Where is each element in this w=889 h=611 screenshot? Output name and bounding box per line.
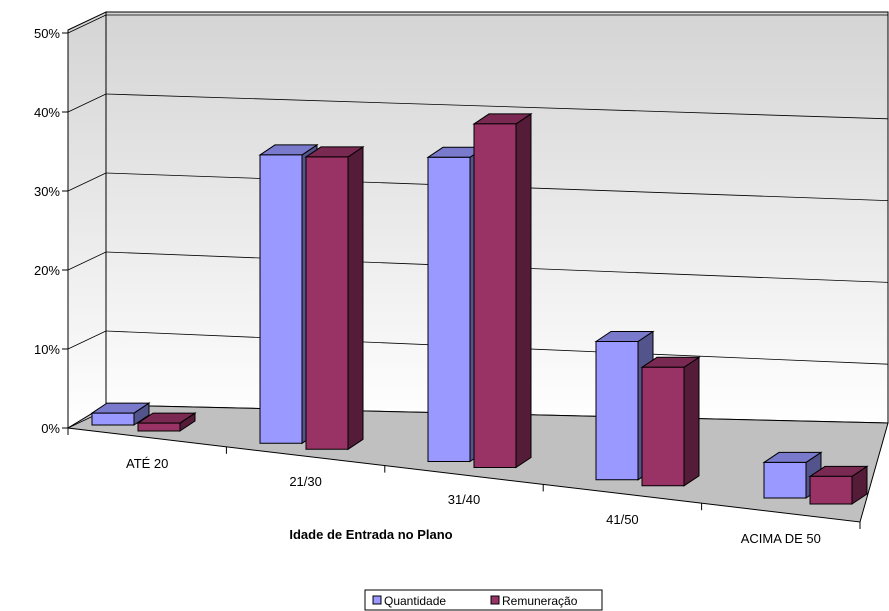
y-tick-label: 30% [34, 184, 60, 199]
bar-side [347, 145, 364, 451]
bar-remuneração-1 [136, 412, 197, 432]
bar-front [427, 156, 471, 462]
legend-swatch-2 [490, 595, 500, 605]
y-tick-label: 50% [34, 26, 60, 41]
bar-front [641, 366, 685, 487]
legend-swatch-1 [372, 595, 382, 605]
y-tick-label: 0% [41, 421, 60, 436]
gridline-back [105, 93, 889, 120]
bar-side [683, 356, 700, 487]
x-tick-label: ACIMA DE 50 [741, 531, 821, 546]
bar-front [473, 123, 517, 468]
bar-front [763, 461, 807, 499]
legend-label-1: Quantidade [384, 594, 446, 608]
x-tick-label: 41/50 [606, 512, 639, 527]
bar-front [137, 422, 181, 432]
y-tick-label: 10% [34, 342, 60, 357]
side-wall [67, 11, 107, 429]
gridline-side [67, 251, 107, 271]
y-tick-label: 40% [34, 105, 60, 120]
y-tick-label: 20% [34, 263, 60, 278]
x-axis: ATÉ 20 21/30 31/40 41/50 ACIMA DE 50 [67, 428, 861, 546]
gridline-side [67, 14, 107, 34]
x-tick-label: 21/30 [289, 474, 322, 489]
x-tick-label: 31/40 [448, 492, 481, 507]
gridline-side [67, 330, 107, 350]
bar-remuneração-2 [304, 145, 365, 451]
gridline-side [67, 172, 107, 192]
bar-front [259, 154, 303, 444]
bar-front [91, 412, 135, 426]
legend-box [364, 589, 603, 611]
bar-remuneração-5 [808, 465, 869, 505]
y-axis: 0% 10% 20% 30% 40% 50% [34, 26, 69, 436]
bar-front [595, 341, 639, 481]
x-axis-label: Idade de Entrada no Plano [289, 527, 452, 542]
bar-quantidade-1 [90, 402, 151, 426]
legend: Quantidade Remuneração [364, 589, 603, 611]
x-tick-label: ATÉ 20 [126, 456, 168, 471]
bar-front [809, 475, 853, 505]
bar-side [515, 112, 532, 469]
bars [90, 112, 869, 505]
bar-front [305, 156, 349, 450]
legend-label-2: Remuneração [502, 594, 578, 608]
bar-remuneração-3 [472, 112, 533, 469]
gridline-side [67, 93, 107, 113]
bar-remuneração-4 [640, 356, 701, 487]
